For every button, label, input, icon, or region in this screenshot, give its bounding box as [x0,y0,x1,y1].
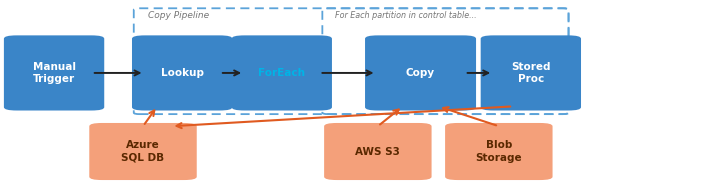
Text: Lookup: Lookup [160,68,204,78]
FancyBboxPatch shape [324,123,431,180]
FancyBboxPatch shape [232,35,332,110]
Text: ForEach: ForEach [258,68,305,78]
FancyBboxPatch shape [132,35,232,110]
FancyBboxPatch shape [445,123,553,180]
Text: Blob
Storage: Blob Storage [476,140,522,163]
Text: Manual
Trigger: Manual Trigger [33,62,76,84]
Text: For Each partition in control table...: For Each partition in control table... [335,11,477,20]
FancyBboxPatch shape [481,35,581,110]
FancyBboxPatch shape [365,35,476,110]
FancyBboxPatch shape [89,123,197,180]
Text: Azure
SQL DB: Azure SQL DB [121,140,165,163]
FancyBboxPatch shape [4,35,104,110]
Text: Copy Pipeline: Copy Pipeline [148,11,209,20]
Text: Stored
Proc: Stored Proc [511,62,550,84]
Text: Copy: Copy [406,68,435,78]
Text: AWS S3: AWS S3 [355,147,400,157]
